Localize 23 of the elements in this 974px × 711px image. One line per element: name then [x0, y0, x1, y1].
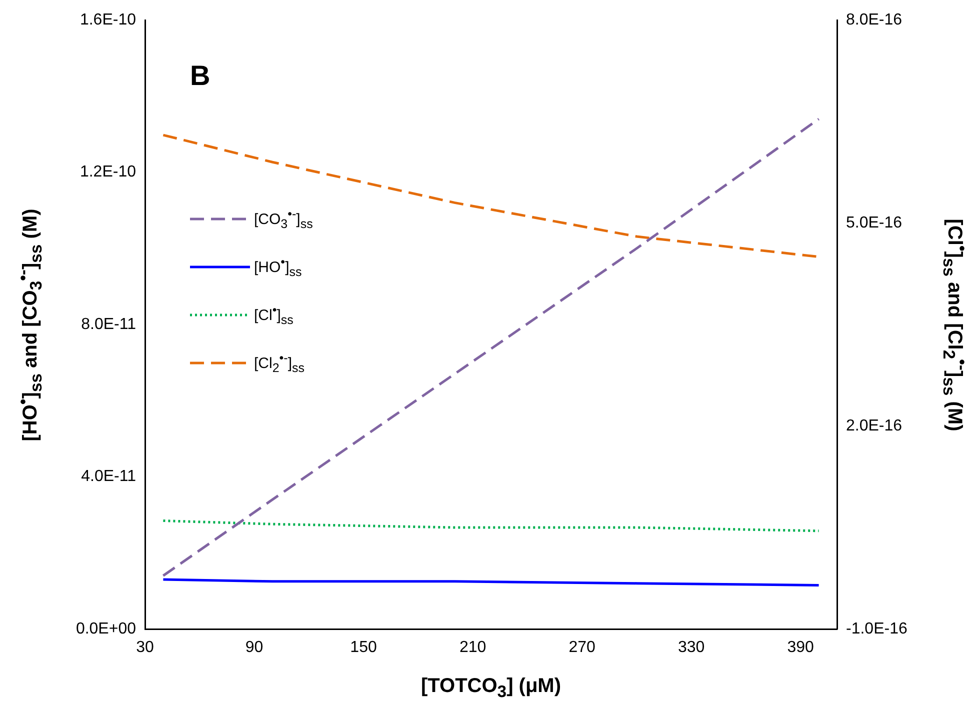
y2-tick-label: 2.0E-16	[846, 417, 902, 434]
x-axis-title: [TOTCO$_{3}$] (μM)	[421, 675, 561, 702]
y2-tick-label: 8.0E-16	[846, 11, 902, 28]
legend-label: [HO$^{•}$]$_{ss}$	[254, 255, 302, 279]
annotation: B	[190, 60, 210, 91]
x-tick-label: 90	[245, 639, 264, 656]
x-tick-label: 30	[136, 639, 154, 656]
x-tick-label: 150	[350, 639, 377, 656]
legend-label: [CO$_{3}$$^{•-}$]$_{ss}$	[254, 207, 313, 231]
x-tick-label: 330	[678, 639, 705, 656]
x-tick-label: 270	[568, 639, 596, 656]
line-series	[162, 118, 820, 577]
legend-label: [Cl$_{2}$$^{•-}$]$_{ss}$	[254, 351, 305, 375]
x-tick-label: 390	[787, 639, 814, 656]
y-tick-label: 0.0E+00	[76, 620, 136, 638]
legend-label: [Cl$^{•}$]$_{ss}$	[254, 303, 294, 327]
y2-tick-label: 5.0E-16	[846, 214, 902, 232]
y-tick-label: 1.6E-10	[80, 11, 136, 28]
y-tick-label: 8.0E-11	[81, 316, 136, 333]
x-tick-label: 210	[459, 639, 486, 656]
y-tick-label: 4.0E-11	[81, 468, 136, 486]
y-tick-label: 1.2E-10	[80, 164, 136, 181]
y2-tick-label: -1.0E-16	[846, 620, 908, 638]
